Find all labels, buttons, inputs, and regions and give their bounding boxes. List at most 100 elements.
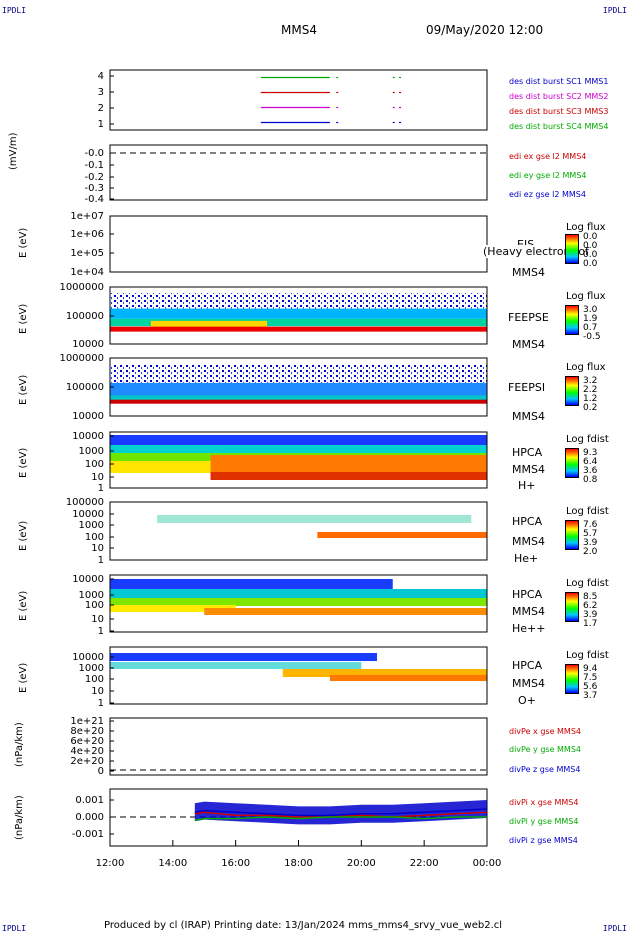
cb-title-feepsi: Log flux [566,362,606,373]
spectrogram-feepse-yellow [150,320,268,327]
ylabel-feepse: E (eV) [18,303,29,334]
datetime-title: 09/May/2020 12:00 [426,23,544,37]
ytick-label-hpca_h-4: 1 [98,483,104,494]
panel-frame-hpca_he2 [109,574,488,633]
corner-label-top-right: IPDLI [602,6,627,15]
spectrogram-hpca-he2-orange [204,608,487,615]
colorbar-hpca-o [565,664,579,694]
ylabel-feepsi: E (eV) [18,374,29,405]
inst-hpca-he2: HPCA [512,588,543,601]
spectrogram-hpca-o-cyan [110,662,362,669]
inst-hpca-he1: HPCA [512,515,543,528]
spectrogram-feepsi-mid [110,382,487,396]
panel-frame-divpe [109,717,488,776]
colorbar-hpca-h [565,448,579,478]
legend-burst-sc3: des dist burst SC3 MMS3 [509,107,609,116]
overlay-heavy-electron: (Heavy electron tof [483,245,589,258]
corner-label-bottom-right: IPDLI [602,924,627,933]
inst-hpca-o-species: O+ [518,694,536,707]
ytick-label-divpe-0: 1e+21 [70,716,104,727]
corner-label-top-left: IPDLI [2,6,27,15]
divpi-series-1 [194,816,487,821]
ytick-label-divpe-1: 8e+20 [70,726,104,737]
ytick-label-divpe-4: 2e+20 [70,756,104,767]
legend-divpe-y: divPe y gse MMS4 [509,745,581,754]
legend-burst-sc4: des dist burst SC4 MMS4 [509,122,609,131]
ytick-label-divpe-2: 6e+20 [70,736,104,747]
ytick-label-hpca_he2-4: 1 [98,626,104,637]
colorbar-hpca-he1 [565,520,579,550]
ytick-label-hpca_o-4: 1 [98,698,104,709]
ylabel-hpca-o: E (eV) [18,662,29,693]
ytick-label-feepsi-0: 1000000 [59,353,104,364]
cb-title-hpca-o: Log fdist [566,650,609,661]
inst-feepsi: FEEPSI [508,381,546,394]
cb-title-hpca-h: Log fdist [566,434,609,445]
ytick-label-eis-2: 1e+05 [70,248,104,259]
ytick-label-divpi-2: -0.001 [72,829,104,840]
panel-frame-hpca_he1 [109,501,488,561]
inst-feepse-sc: MMS4 [512,338,545,351]
ylabel-divpi: (nPa/km) [14,795,25,840]
ytick-label-burst-1: 3 [98,87,104,98]
ylabel-hpca-he1: E (eV) [18,520,29,551]
panel-frame-edi [109,144,488,201]
ytick-label-hpca_o-3: 10 [91,686,104,697]
ylabel-divpe: (nPa/km) [14,722,25,767]
xtick-label-0: 12:00 [96,858,125,869]
ytick-label-feepsi-1: 100000 [66,382,104,393]
corner-label-bottom-left: IPDLI [2,924,27,933]
ytick-label-hpca_he1-2: 1000 [79,520,104,531]
spectrogram-hpca-o-orange [329,675,487,681]
ytick-label-feepsi-2: 10000 [72,411,104,422]
ytick-label-burst-3: 1 [98,119,104,130]
panel-frame-hpca_o [109,646,488,705]
legend-divpi-y: divPi y gse MMS4 [509,817,579,826]
inst-hpca-he2-sc: MMS4 [512,605,545,618]
inst-hpca-he2-species: He++ [512,622,546,635]
xtick-label-2: 16:00 [221,858,250,869]
inst-feepsi-sc: MMS4 [512,410,545,423]
inst-eis-sc: MMS4 [512,266,545,279]
cb-title-eis: Log flux [566,222,606,233]
spectrogram-feepse-mid [110,308,487,319]
ytick-label-feepse-2: 10000 [72,339,104,350]
inst-feepse: FEEPSE [508,311,549,324]
spectrogram-feepsi-high [110,364,487,383]
inst-hpca-h-sc: MMS4 [512,463,545,476]
ytick-label-edi-4: -0.4 [84,194,104,205]
inst-hpca-h-species: H+ [518,479,536,492]
ytick-label-hpca_h-3: 10 [91,472,104,483]
legend-burst-sc2: des dist burst SC2 MMS2 [509,92,609,101]
spectrogram-hpca-o-yellow [282,669,487,677]
ytick-label-hpca_he2-3: 10 [91,614,104,625]
legend-edi-ex: edi ex gse l2 MMS4 [509,152,587,161]
xtick-label-1: 14:00 [158,858,187,869]
legend-edi-ez: edi ez gse l2 MMS4 [509,190,586,199]
spectrogram-feepsi-cyan [110,395,487,401]
cb-title-hpca-he1: Log fdist [566,506,609,517]
legend-divpi-z: divPi z gse MMS4 [509,836,578,845]
ytick-label-divpi-0: 0.001 [75,795,104,806]
spacecraft-title: MMS4 [281,23,317,37]
ytick-label-hpca_o-0: 10000 [72,652,104,663]
ytick-label-burst-0: 4 [98,71,104,82]
colorbar-feepsi [565,376,579,406]
ylabel-eis: E (eV) [18,227,29,258]
ytick-label-feepse-0: 1000000 [59,282,104,293]
ytick-label-hpca_h-0: 10000 [72,431,104,442]
legend-burst-sc1: des dist burst SC1 MMS1 [509,77,609,86]
inst-hpca-o: HPCA [512,659,543,672]
ytick-label-edi-2: -0.2 [84,172,104,183]
ylabel-hpca-h: E (eV) [18,447,29,478]
spectrogram-hpca-he1-band [157,515,472,523]
xtick-label-3: 18:00 [284,858,313,869]
colorbar-feepse [565,305,579,335]
ylabel-hpca-he2: E (eV) [18,590,29,621]
spectrogram-feepse-red [110,326,487,332]
inst-hpca-he1-species: He+ [514,552,539,565]
cb-ticks-eis: 0.0 0.0 0.0 0.0 [583,232,598,269]
ytick-label-edi-3: -0.3 [84,183,104,194]
footer-credit: Produced by cl (IRAP) Printing date: 13/… [104,920,503,931]
